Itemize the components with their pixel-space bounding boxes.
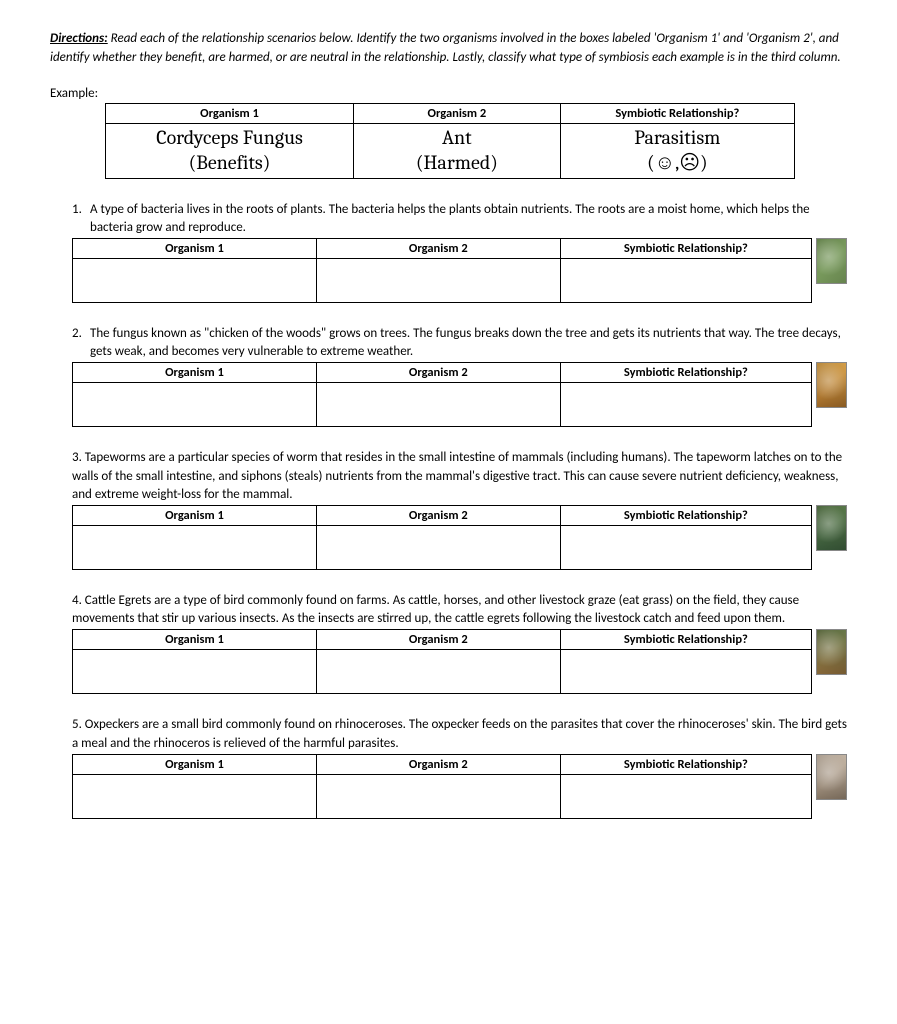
question-text: 2.The fungus known as "chicken of the wo…: [50, 325, 847, 361]
answer-table: Organism 1Organism 2Symbiotic Relationsh…: [72, 238, 812, 303]
question-image: [816, 629, 847, 675]
answer-row: Organism 1Organism 2Symbiotic Relationsh…: [50, 362, 847, 427]
header-rel: Symbiotic Relationship?: [560, 239, 811, 259]
answer-org2[interactable]: [316, 774, 560, 818]
question-number: 1.: [72, 201, 90, 219]
answer-rel[interactable]: [560, 259, 811, 303]
header-org1: Organism 1: [73, 363, 317, 383]
header-org2: Organism 2: [316, 630, 560, 650]
header-rel: Symbiotic Relationship?: [560, 754, 811, 774]
answer-org1[interactable]: [73, 259, 317, 303]
header-rel: Symbiotic Relationship?: [560, 506, 811, 526]
answer-org2[interactable]: [316, 259, 560, 303]
answer-org1[interactable]: [73, 650, 317, 694]
answer-row: Organism 1Organism 2Symbiotic Relationsh…: [50, 238, 847, 303]
header-rel: Symbiotic Relationship?: [560, 363, 811, 383]
example-org1: Cordyceps Fungus (Benefits): [106, 123, 354, 178]
header-org1: Organism 1: [73, 506, 317, 526]
answer-org1[interactable]: [73, 774, 317, 818]
answer-org1[interactable]: [73, 383, 317, 427]
header-org2: Organism 2: [316, 363, 560, 383]
answer-row: Organism 1Organism 2Symbiotic Relationsh…: [50, 629, 847, 694]
answer-org2[interactable]: [316, 526, 560, 570]
question-block: 1.A type of bacteria lives in the roots …: [50, 201, 847, 303]
header-org2: Organism 2: [316, 506, 560, 526]
answer-row: Organism 1Organism 2Symbiotic Relationsh…: [50, 505, 847, 570]
answer-org2[interactable]: [316, 650, 560, 694]
header-org1: Organism 1: [73, 239, 317, 259]
answer-table: Organism 1Organism 2Symbiotic Relationsh…: [72, 362, 812, 427]
question-image: [816, 754, 847, 800]
question-block: 2.The fungus known as "chicken of the wo…: [50, 325, 847, 427]
question-text: 3. Tapeworms are a particular species of…: [50, 449, 847, 504]
question-text: 1.A type of bacteria lives in the roots …: [50, 201, 847, 237]
answer-org2[interactable]: [316, 383, 560, 427]
question-block: 3. Tapeworms are a particular species of…: [50, 449, 847, 570]
header-org1: Organism 1: [73, 754, 317, 774]
question-block: 4. Cattle Egrets are a type of bird comm…: [50, 592, 847, 694]
answer-rel[interactable]: [560, 383, 811, 427]
directions: Directions: Read each of the relationshi…: [50, 30, 847, 68]
header-org1: Organism 1: [73, 630, 317, 650]
question-text: 5. Oxpeckers are a small bird commonly f…: [50, 716, 847, 752]
answer-rel[interactable]: [560, 774, 811, 818]
answer-rel[interactable]: [560, 650, 811, 694]
directions-text: Read each of the relationship scenarios …: [50, 31, 841, 65]
question-image: [816, 362, 847, 408]
question-block: 5. Oxpeckers are a small bird commonly f…: [50, 716, 847, 818]
answer-org1[interactable]: [73, 526, 317, 570]
header-org1: Organism 1: [106, 103, 354, 123]
answer-table: Organism 1Organism 2Symbiotic Relationsh…: [72, 505, 812, 570]
question-text: 4. Cattle Egrets are a type of bird comm…: [50, 592, 847, 628]
answer-table: Organism 1Organism 2Symbiotic Relationsh…: [72, 629, 812, 694]
answer-rel[interactable]: [560, 526, 811, 570]
header-rel: Symbiotic Relationship?: [560, 103, 794, 123]
answer-row: Organism 1Organism 2Symbiotic Relationsh…: [50, 754, 847, 819]
header-rel: Symbiotic Relationship?: [560, 630, 811, 650]
directions-label: Directions:: [50, 31, 108, 46]
header-org2: Organism 2: [354, 103, 561, 123]
question-image: [816, 238, 847, 284]
question-image: [816, 505, 847, 551]
example-label: Example:: [50, 86, 847, 101]
example-rel: Parasitism (☺,☹): [560, 123, 794, 178]
example-table: Organism 1 Organism 2 Symbiotic Relation…: [105, 103, 795, 179]
question-number: 2.: [72, 325, 90, 343]
header-org2: Organism 2: [316, 239, 560, 259]
answer-table: Organism 1Organism 2Symbiotic Relationsh…: [72, 754, 812, 819]
example-org2: Ant (Harmed): [354, 123, 561, 178]
header-org2: Organism 2: [316, 754, 560, 774]
